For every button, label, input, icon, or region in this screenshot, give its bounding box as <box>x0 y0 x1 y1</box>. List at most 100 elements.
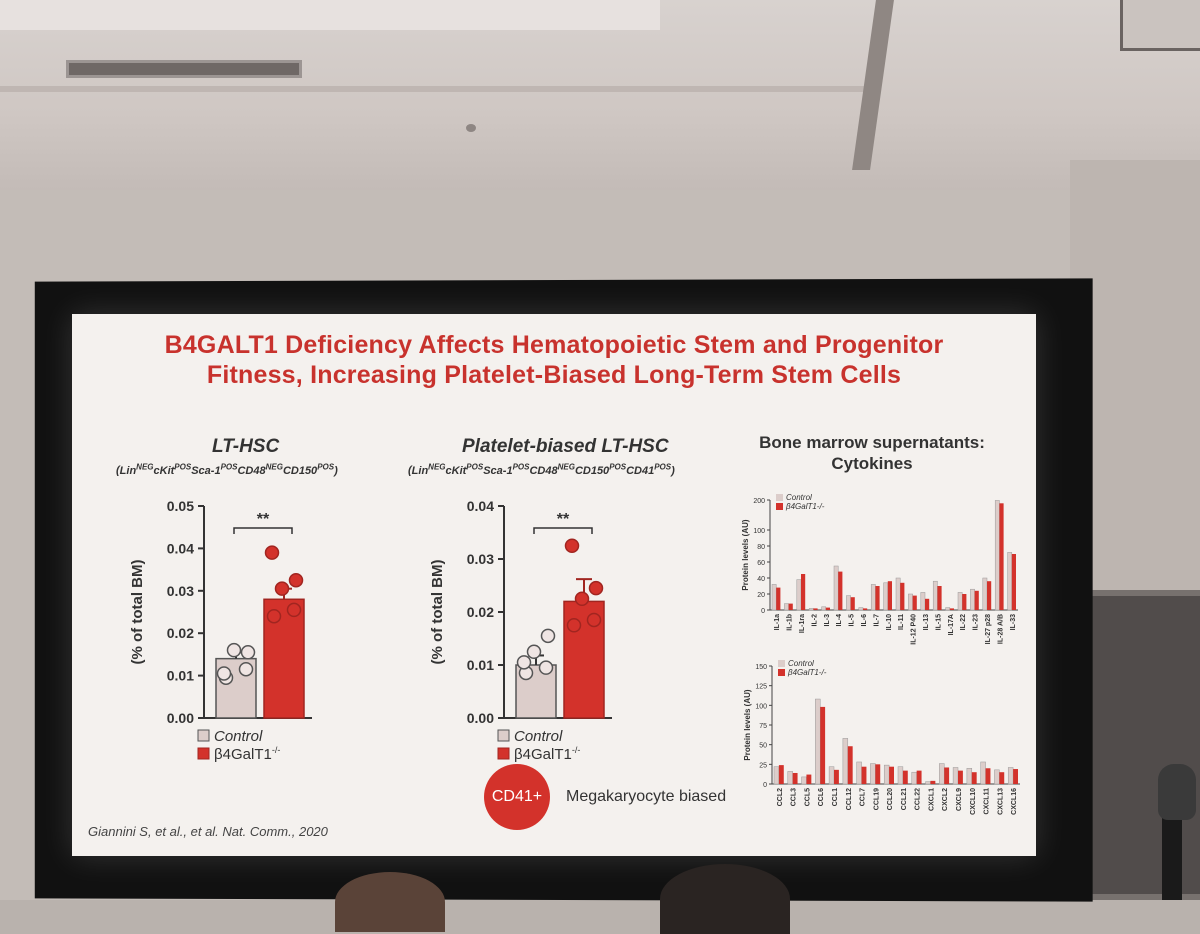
y-tick-label: 0.00 <box>167 710 194 726</box>
data-point <box>226 642 242 658</box>
data-point <box>238 661 254 677</box>
gate-marker: ) <box>671 464 675 477</box>
cyto-bar-control <box>994 769 1000 785</box>
bar-charts: 0.00 0.01 0.02 0.03 0.04 0.05 (% of total BM) *… <box>129 498 612 763</box>
gate-marker: CD150 <box>574 464 610 477</box>
cyto-category-label: CCL1 <box>832 788 839 806</box>
cyto-category-label: CCL20 <box>887 788 894 810</box>
cytokines-title-line1: Bone marrow supernatants: <box>759 433 985 452</box>
cyto-bar-control <box>957 592 963 611</box>
cyto-bar-ko <box>875 586 880 610</box>
cyto-bar-ko <box>834 769 839 784</box>
cyto-bar-ko <box>801 574 806 610</box>
cyto-bar-control <box>787 771 793 785</box>
slide: B4GALT1 Deficiency Affects Hematopoietic… <box>72 314 1036 856</box>
cyto-bar-ko <box>847 746 853 784</box>
cyto-category-label: CCL6 <box>818 788 825 806</box>
cyto-bar-control <box>920 592 926 611</box>
cyto-category-label: IL-6 <box>861 614 868 627</box>
cyto-category-label: CCL3 <box>791 788 798 806</box>
y-tick-label: 0.02 <box>467 604 494 620</box>
significance-label: ** <box>257 511 270 528</box>
cyto-bar-control <box>842 738 849 785</box>
cyto-bar-ko <box>806 774 812 784</box>
gate-marker: Lin <box>411 464 429 477</box>
data-point <box>286 602 302 618</box>
cyto-bar-ko <box>1011 554 1016 610</box>
gate-marker: Lin <box>119 464 137 477</box>
data-point <box>516 655 532 670</box>
cyto-bar-control <box>939 763 945 785</box>
cyto-bar-ko <box>925 598 930 610</box>
cyto-category-label: IL-23 <box>973 614 980 630</box>
cyto-y-tick-label: 20 <box>757 592 765 599</box>
y-tick-label: 0.00 <box>467 710 494 726</box>
cyto-bar-control <box>815 698 821 785</box>
audience-head <box>335 872 445 932</box>
cyto-category-label: IL-11 <box>898 614 905 630</box>
cyto-bar-control <box>821 606 827 611</box>
cyto-category-label: IL-13 <box>923 614 930 630</box>
cyto-y-tick-label: 0 <box>761 608 765 615</box>
platelet-gate-text: LinNEGcKitPOSSca-1POSCD48NEGCD150POSCD41… <box>411 462 675 477</box>
gate-superscript: POS <box>220 462 238 471</box>
cyto-bar-ko <box>949 608 954 610</box>
cyto-bar-ko <box>962 594 967 610</box>
y-tick-label: 0.05 <box>167 498 194 514</box>
cyto-bar-ko <box>788 603 793 610</box>
cyto-bar-ko <box>930 780 936 784</box>
cyto-bar-control <box>952 767 959 785</box>
y-axis-label: (% of total BM) <box>429 560 446 665</box>
y-tick-label: 0.01 <box>167 668 194 684</box>
cyto-bar-control <box>833 565 839 611</box>
cd41-badge: CD41+ <box>484 764 550 830</box>
cyto-category-label: CXCL11 <box>984 788 991 815</box>
cyto-legend-ko: β4GalT1-/- <box>785 502 825 511</box>
cyto-bar-ko <box>850 597 855 610</box>
data-point <box>574 591 590 606</box>
cyto-bar-ko <box>912 595 917 610</box>
cyto-category-label: IL-27 p28 <box>985 614 992 644</box>
cyto-category-label: IL-4 <box>836 614 843 627</box>
cytokine-charts: 0 20 40 60 80 100 200 Protein levels (AU) IL-1a I… <box>741 493 1020 815</box>
gate-marker: CD48 <box>529 464 558 477</box>
cyto-bar-control <box>945 607 951 611</box>
data-point <box>588 580 604 596</box>
platelet-gate: (LinNEGcKitPOSSca-1POSCD48NEGCD150POSCD4… <box>408 462 675 477</box>
cyto-category-label: IL-7 <box>873 614 880 627</box>
cyto-y-tick-label: 100 <box>753 528 765 535</box>
cyto-category-label: CCL22 <box>915 788 922 810</box>
cyto-category-label: IL-22 <box>960 614 967 630</box>
legend-label-ko: β4GalT1-/- <box>214 745 280 763</box>
gate-marker: Sca-1 <box>483 464 513 477</box>
cyto-bar-ko <box>887 581 892 610</box>
cyto-y-tick-label: 40 <box>757 576 765 583</box>
cyto-bar-control <box>828 766 835 785</box>
y-tick-label: 0.03 <box>467 551 494 567</box>
ceiling <box>0 0 1200 190</box>
data-point <box>526 644 542 659</box>
cyto-category-label: IL-3 <box>824 614 831 627</box>
cyto-bar-control <box>858 607 864 611</box>
cytokines-title: Bone marrow supernatants: Cytokines <box>732 432 1012 474</box>
gate-marker: CD41 <box>626 464 655 477</box>
gate-superscript: POS <box>609 462 627 471</box>
data-point <box>566 618 582 633</box>
gate-marker: cKit <box>153 464 175 477</box>
cyto-bar-ko <box>999 503 1004 610</box>
data-point <box>264 545 280 560</box>
cyto-bar-control <box>846 595 851 611</box>
cyto-category-label: CCL19 <box>873 788 880 810</box>
cyto-bar-control <box>870 763 876 785</box>
gate-superscript: NEG <box>136 462 154 471</box>
cyto-bar-control <box>982 577 988 611</box>
cyto-bar-ko <box>875 764 881 784</box>
cyto-category-label: CCL5 <box>804 788 811 806</box>
cyto-bar-control <box>895 577 901 611</box>
gate-marker: Sca-1 <box>191 464 221 477</box>
gate-superscript: NEG <box>557 462 575 471</box>
cd41-caption: Megakaryocyte biased <box>566 788 727 805</box>
gate-superscript: POS <box>654 462 672 471</box>
cyto-bar-ko <box>863 608 868 610</box>
cyto-bar-control <box>1007 552 1013 611</box>
